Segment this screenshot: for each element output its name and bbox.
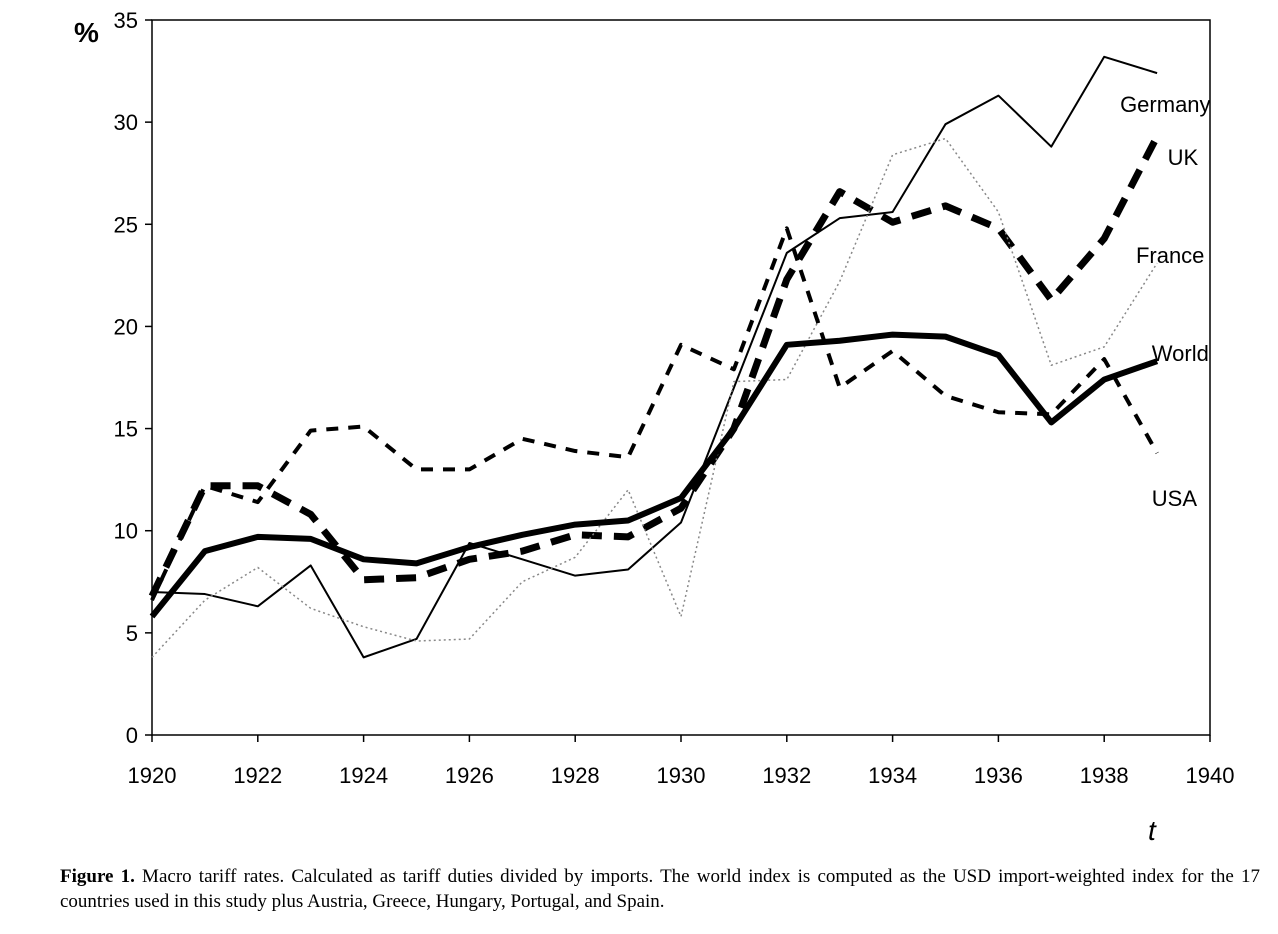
series-lines (148, 55, 1161, 659)
y-tick-label: 10 (114, 519, 138, 544)
y-axis-title: % (74, 17, 99, 48)
x-tick-label: 1930 (657, 763, 706, 788)
y-tick-label: 15 (114, 417, 138, 442)
y-tick-label: 20 (114, 314, 138, 339)
y-tick-label: 25 (114, 212, 138, 237)
y-tick-label: 0 (126, 723, 138, 748)
x-tick-label: 1940 (1186, 763, 1235, 788)
series-line-france (151, 137, 1158, 658)
x-tick-label: 1920 (128, 763, 177, 788)
y-tick-label: 30 (114, 110, 138, 135)
caption-text: Macro tariff rates. Calculated as tariff… (60, 866, 1260, 912)
series-line-uk (148, 134, 1161, 598)
x-tick-label: 1922 (233, 763, 282, 788)
series-label-uk: UK (1168, 145, 1199, 170)
series-label-usa: USA (1152, 486, 1198, 511)
x-tick-label: 1926 (445, 763, 494, 788)
y-tick-label: 35 (114, 8, 138, 33)
y-axis: 0 5 10 15 20 25 30 35 (114, 8, 152, 748)
x-tick-label: 1924 (339, 763, 388, 788)
x-tick-label: 1932 (762, 763, 811, 788)
series-line-world (149, 331, 1159, 619)
series-line-germany (151, 55, 1158, 659)
series-label-world: World (1152, 341, 1209, 366)
y-tick-label: 5 (126, 621, 138, 646)
series-label-germany: Germany (1120, 92, 1210, 117)
x-tick-label: 1938 (1080, 763, 1129, 788)
series-labels: Germany UK France World USA (1120, 92, 1210, 511)
series-label-france: France (1136, 243, 1204, 268)
x-tick-label: 1928 (551, 763, 600, 788)
x-tick-label: 1934 (868, 763, 917, 788)
x-axis: 1920 1922 1924 1926 1928 1930 1932 1934 1936 1938… (128, 735, 1235, 788)
x-axis-title: t (1148, 815, 1157, 846)
figure-caption: Figure 1. Macro tariff rates. Calculated… (60, 864, 1260, 914)
x-tick-label: 1936 (974, 763, 1023, 788)
caption-label: Figure 1. (60, 866, 135, 887)
series-line-usa (150, 226, 1159, 602)
plot-frame (151, 19, 1211, 736)
